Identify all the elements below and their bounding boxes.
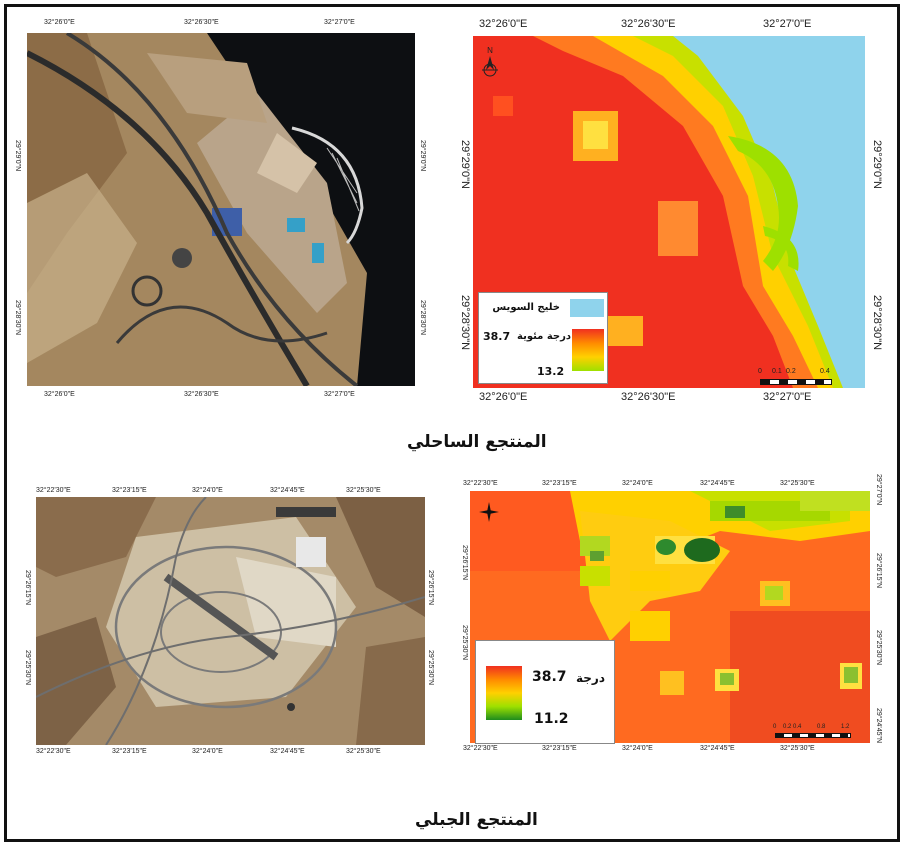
tick-bottom: 32°24'0"E xyxy=(622,745,653,752)
tick-top: 32°22'30"E xyxy=(463,480,498,487)
coastal-satellite-image xyxy=(27,33,415,386)
tick-top: 32°27'0"E xyxy=(763,18,812,30)
tick-right: 29°27'0"N xyxy=(875,474,882,506)
tick-left: 29°29'0"N xyxy=(14,140,21,172)
legend-temp-min: 11.2 xyxy=(534,711,569,727)
legend-temp-label: درجة مئوية xyxy=(517,331,572,342)
tick-top: 32°25'30"E xyxy=(346,487,381,494)
mountain-legend: 38.7 درجة 11.2 xyxy=(475,640,615,744)
tick-top: 32°23'15"E xyxy=(542,480,577,487)
legend-water-label: خليج السويس xyxy=(492,302,560,313)
mountain-satellite-image xyxy=(36,497,425,745)
tick-bottom: 32°24'45"E xyxy=(270,748,305,755)
tick-top: 32°26'0"E xyxy=(479,18,528,30)
tick-right: 29°28'30"N xyxy=(871,295,883,351)
tick-bottom: 32°25'30"E xyxy=(346,748,381,755)
legend-temp-max: 38.7 xyxy=(483,330,511,343)
tick-bottom: 32°27'0"E xyxy=(324,391,355,398)
coastal-legend: خليج السويس 38.7 درجة مئوية 13.2 xyxy=(478,292,608,384)
tick-right: 29°24'45"N xyxy=(875,708,882,744)
tick-right: 29°29'0"N xyxy=(871,140,883,189)
tick-left: 29°26'15"N xyxy=(24,570,31,606)
mountain-scale-bar: 0 0.2 0.4 0.8 1.2 xyxy=(773,724,863,740)
legend-temp-max: 38.7 xyxy=(532,669,567,685)
legend-gradient-swatch xyxy=(572,329,604,371)
tick-right: 29°25'30"N xyxy=(875,630,882,666)
tick-top: 32°23'15"E xyxy=(112,487,147,494)
tick-left: 29°25'30"N xyxy=(461,625,468,661)
legend-water-swatch xyxy=(570,299,604,317)
tick-bottom: 32°22'30"E xyxy=(463,745,498,752)
tick-left: 29°26'15"N xyxy=(461,545,468,581)
tick-bottom: 32°26'0"E xyxy=(44,391,75,398)
tick-bottom: 32°23'15"E xyxy=(542,745,577,752)
north-arrow-icon: N xyxy=(480,44,500,84)
tick-top: 32°26'30"E xyxy=(621,18,676,30)
tick-bottom: 32°26'30"E xyxy=(621,391,676,403)
tick-top: 32°22'30"E xyxy=(36,487,71,494)
tick-top: 32°26'30"E xyxy=(184,19,219,26)
tick-right: 29°26'15"N xyxy=(875,553,882,589)
coastal-scale-bar: 0 0.1 0.2 0.4 xyxy=(758,368,838,386)
svg-text:N: N xyxy=(487,46,493,55)
tick-top: 32°24'45"E xyxy=(270,487,305,494)
tick-left: 29°29'0"N xyxy=(459,140,471,189)
tick-top: 32°26'0"E xyxy=(44,19,75,26)
tick-left: 29°25'30"N xyxy=(24,650,31,686)
tick-right: 29°28'30"N xyxy=(419,300,426,336)
legend-temp-label: درجة xyxy=(576,671,605,685)
north-arrow-icon xyxy=(477,500,501,524)
tick-top: 32°24'0"E xyxy=(192,487,223,494)
legend-temp-min: 13.2 xyxy=(537,365,565,378)
tick-bottom: 32°23'15"E xyxy=(112,748,147,755)
figure-frame xyxy=(4,4,900,842)
tick-left: 29°28'30"N xyxy=(14,300,21,336)
tick-bottom: 32°24'45"E xyxy=(700,745,735,752)
mountain-caption: المنتجع الجبلي xyxy=(415,810,538,830)
tick-bottom: 32°25'30"E xyxy=(780,745,815,752)
tick-left: 29°28'30"N xyxy=(459,295,471,351)
tick-top: 32°24'0"E xyxy=(622,480,653,487)
tick-top: 32°25'30"E xyxy=(780,480,815,487)
tick-bottom: 32°26'30"E xyxy=(184,391,219,398)
tick-right: 29°29'0"N xyxy=(419,140,426,172)
satellite-imagery xyxy=(27,33,415,386)
tick-bottom: 32°22'30"E xyxy=(36,748,71,755)
satellite-imagery xyxy=(36,497,425,745)
tick-bottom: 32°24'0"E xyxy=(192,748,223,755)
tick-top: 32°24'45"E xyxy=(700,480,735,487)
coastal-caption: المنتجع الساحلي xyxy=(407,432,547,452)
legend-gradient-swatch xyxy=(486,666,522,720)
tick-top: 32°27'0"E xyxy=(324,19,355,26)
tick-right: 29°26'15"N xyxy=(427,570,434,606)
tick-bottom: 32°26'0"E xyxy=(479,391,528,403)
tick-bottom: 32°27'0"E xyxy=(763,391,812,403)
tick-right: 29°25'30"N xyxy=(427,650,434,686)
